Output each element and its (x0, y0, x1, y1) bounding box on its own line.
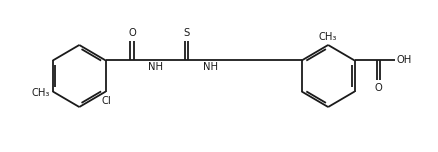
Text: CH₃: CH₃ (319, 32, 337, 42)
Text: O: O (128, 28, 136, 38)
Text: CH₃: CH₃ (32, 88, 50, 98)
Text: O: O (375, 83, 382, 93)
Text: Cl: Cl (102, 96, 112, 106)
Text: OH: OH (396, 55, 411, 66)
Text: NH: NH (148, 62, 163, 72)
Text: S: S (184, 28, 190, 38)
Text: NH: NH (203, 62, 218, 72)
